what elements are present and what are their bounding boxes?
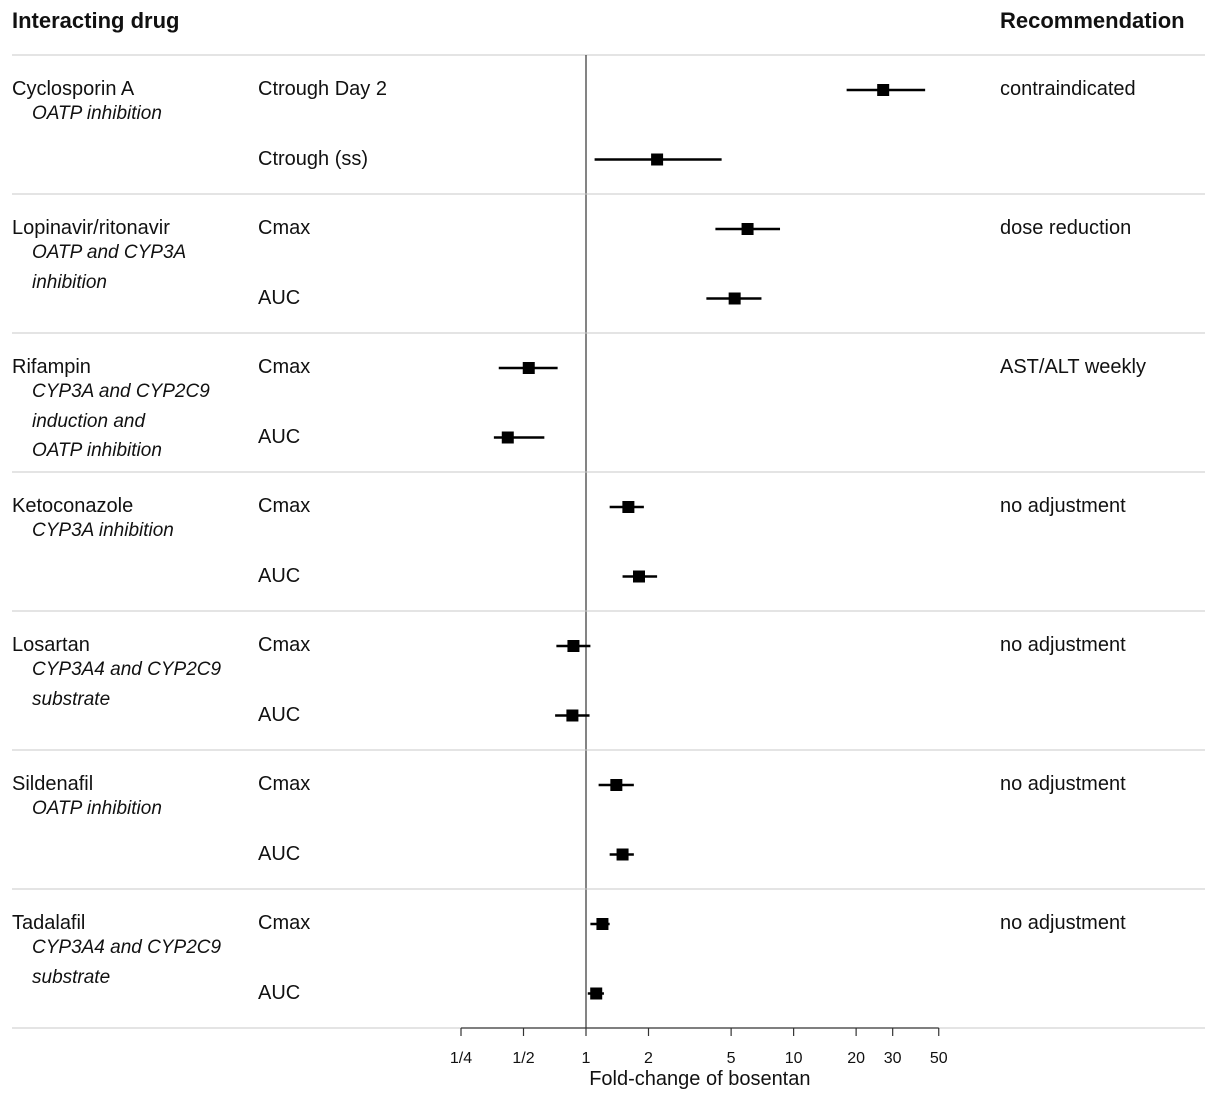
drug-mechanism: substrate [32, 688, 111, 710]
parameter-label: AUC [258, 842, 301, 865]
parameter-label: AUC [258, 286, 301, 309]
parameter-label: Ctrough (ss) [258, 147, 369, 170]
parameter-label: Cmax [258, 773, 311, 795]
parameter-label: AUC [258, 981, 301, 1004]
parameter-label: Cmax [258, 912, 311, 934]
parameter-label: AUC [258, 564, 301, 587]
header-recommendation: Recommendation [1000, 8, 1185, 33]
header-interacting-drug: Interacting drug [12, 8, 180, 33]
drug-mechanism: OATP inhibition [32, 103, 162, 124]
x-tick-label: 30 [884, 1050, 902, 1067]
x-tick-label: 1/2 [512, 1050, 534, 1067]
drug-mechanism: CYP3A inhibition [32, 520, 174, 541]
point-estimate [622, 501, 635, 513]
recommendation: no adjustment [1000, 634, 1126, 656]
drug-name: Sildenafil [12, 773, 94, 795]
parameter-label: AUC [258, 703, 301, 726]
recommendation: no adjustment [1000, 495, 1126, 517]
drug-name: Cyclosporin A [12, 78, 135, 100]
x-tick-label: 20 [847, 1050, 865, 1067]
point-estimate [566, 709, 579, 722]
point-estimate [632, 570, 645, 583]
point-estimate [522, 362, 535, 374]
point-estimate [651, 153, 664, 166]
drug-mechanism: CYP3A4 and CYP2C9 [32, 937, 222, 958]
parameter-label: Cmax [258, 495, 311, 517]
point-estimate [501, 431, 514, 444]
parameter-label: Cmax [258, 356, 311, 378]
point-estimate [616, 848, 629, 861]
drug-mechanism: OATP inhibition [32, 798, 162, 819]
parameter-label: Cmax [258, 634, 311, 656]
drug-mechanism: CYP3A4 and CYP2C9 [32, 659, 222, 680]
drug-name: Ketoconazole [12, 495, 134, 517]
drug-mechanism: OATP and CYP3A [32, 242, 187, 263]
x-tick-label: 5 [727, 1050, 736, 1067]
parameter-label: Cmax [258, 217, 311, 239]
drug-mechanism: OATP inhibition [32, 440, 162, 461]
drug-mechanism: substrate [32, 966, 111, 988]
x-axis-label: Fold-change of bosentan [589, 1068, 811, 1090]
drug-name: Tadalafil [12, 912, 86, 934]
point-estimate [590, 987, 603, 1000]
drug-mechanism: CYP3A and CYP2C9 [32, 381, 210, 402]
drug-mechanism: induction and [32, 410, 146, 432]
recommendation: no adjustment [1000, 912, 1126, 934]
recommendation: dose reduction [1000, 217, 1132, 239]
x-tick-label: 10 [785, 1050, 803, 1067]
x-tick-label: 50 [930, 1050, 948, 1067]
x-tick-label: 2 [644, 1050, 653, 1067]
recommendation: AST/ALT weekly [1000, 356, 1146, 378]
recommendation: no adjustment [1000, 773, 1126, 795]
drug-mechanism: inhibition [32, 271, 107, 293]
drug-name: Lopinavir/ritonavir [12, 217, 170, 239]
point-estimate [596, 918, 609, 930]
recommendation: contraindicated [1000, 78, 1136, 100]
drug-name: Losartan [12, 634, 90, 656]
x-tick-label: 1/4 [450, 1050, 472, 1067]
point-estimate [877, 84, 890, 96]
parameter-label: Ctrough Day 2 [258, 78, 387, 100]
parameter-label: AUC [258, 425, 301, 448]
x-tick-label: 1 [582, 1050, 591, 1067]
drug-name: Rifampin [12, 356, 91, 378]
point-estimate [610, 779, 623, 791]
point-estimate [567, 640, 580, 652]
point-estimate [741, 223, 754, 235]
point-estimate [728, 292, 741, 305]
